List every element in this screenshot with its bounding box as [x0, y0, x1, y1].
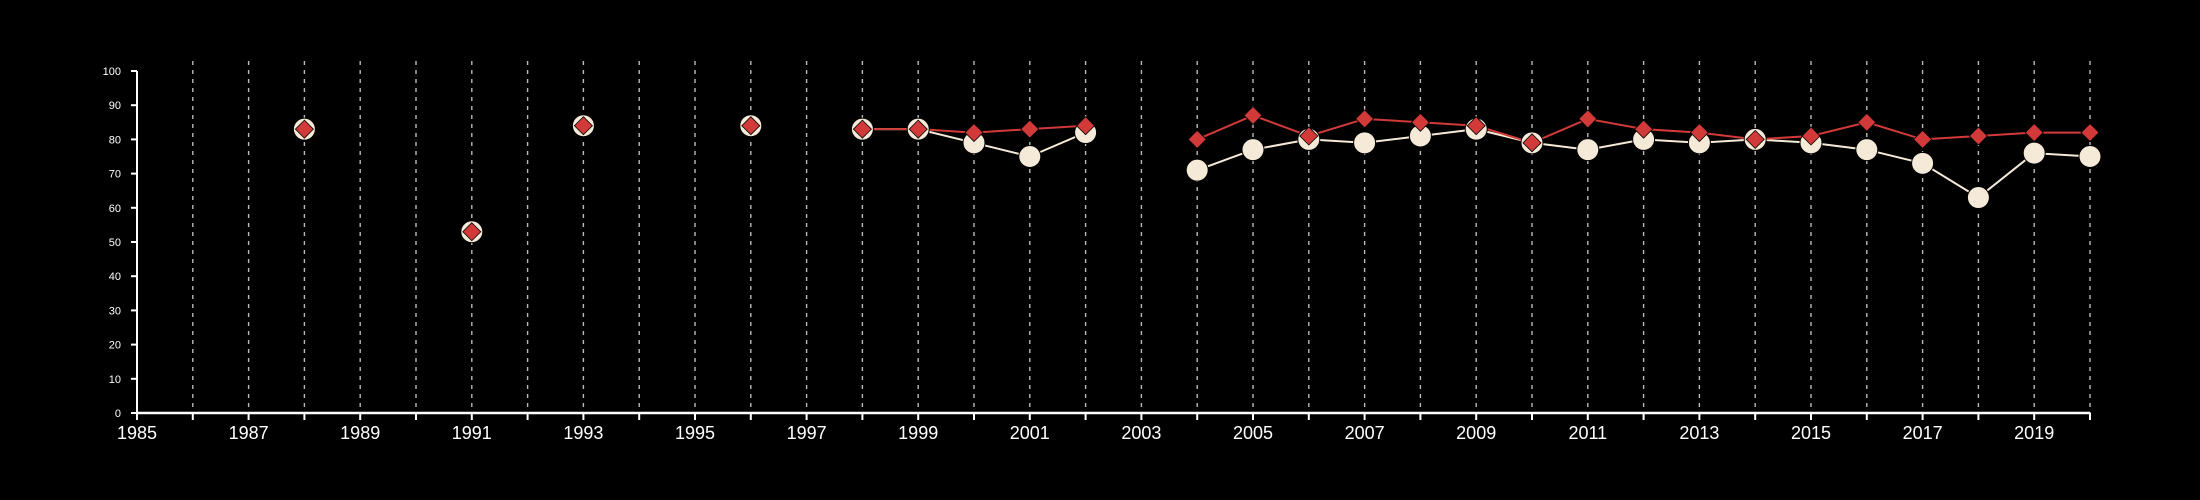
series-b-point: [1243, 105, 1263, 126]
series-a-point: [1241, 138, 1265, 162]
y-tick-label: 30: [109, 305, 121, 317]
series-b-point: [964, 122, 984, 143]
series-b-point: [1745, 129, 1765, 149]
series-b-point: [908, 119, 928, 139]
x-tick-label: 2011: [1568, 423, 1607, 443]
series-b-point: [1020, 119, 1040, 139]
y-tick-label: 70: [109, 169, 121, 181]
series-a-point: [1018, 145, 1042, 168]
series-b-point: [1466, 116, 1486, 136]
series-b-point: [1913, 129, 1933, 149]
y-tick-label: 20: [109, 340, 121, 352]
y-tick-label: 100: [103, 66, 121, 78]
x-tick-label: 2005: [1233, 423, 1273, 443]
series-a-point: [1576, 138, 1600, 162]
x-tick-label: 2017: [1903, 423, 1943, 443]
series-b-point: [1522, 133, 1542, 153]
x-tick-label: 2009: [1456, 423, 1496, 443]
series-a-point: [1855, 138, 1879, 162]
series-a-point: [1966, 186, 1990, 210]
series-b-point: [1634, 119, 1654, 139]
series-b-point: [852, 119, 872, 139]
series-a-point: [2022, 141, 2046, 165]
series-b-point: [462, 222, 482, 242]
x-tick-label: 2013: [1679, 423, 1719, 443]
series-b-point: [1355, 109, 1375, 129]
x-tick-label: 2019: [2014, 423, 2054, 443]
series-b-point: [1187, 129, 1207, 149]
series-a-point: [2078, 145, 2102, 168]
y-tick-label: 40: [109, 271, 121, 283]
x-tick-label: 2007: [1345, 423, 1385, 443]
x-tick-label: 1985: [117, 423, 157, 443]
x-tick-label: 2003: [1121, 423, 1161, 443]
series-b-point: [2024, 122, 2044, 143]
series-b-point: [741, 116, 761, 136]
series-a-point: [1911, 151, 1935, 175]
x-tick-label: 2015: [1791, 423, 1831, 443]
series-markers: [292, 105, 2102, 244]
x-tick-label: 1993: [563, 423, 603, 443]
series-a-point: [1353, 131, 1377, 155]
series-b-point: [1578, 109, 1598, 129]
series-b-point: [1857, 112, 1877, 132]
series-a-point: [1185, 158, 1209, 182]
series-b-point: [294, 119, 314, 139]
y-tick-label: 80: [109, 134, 121, 146]
series-b-point: [1299, 126, 1319, 146]
y-tick-label: 90: [109, 100, 121, 112]
series-b-point: [1689, 122, 1709, 143]
series-b-point: [1968, 126, 1988, 146]
y-tick-label: 60: [109, 203, 121, 215]
y-tick-label: 10: [109, 374, 121, 386]
x-tick-label: 1991: [452, 423, 492, 443]
x-tick-label: 1987: [229, 423, 269, 443]
x-tick-label: 1989: [340, 423, 380, 443]
series-b-point: [573, 116, 593, 136]
series-b-point: [1801, 126, 1821, 146]
x-tick-label: 2001: [1010, 423, 1050, 443]
y-tick-label: 0: [115, 408, 121, 420]
x-tick-label: 1999: [898, 423, 938, 443]
x-tick-label: 1997: [787, 423, 827, 443]
series-b-point: [1076, 116, 1096, 136]
series-b-point: [2080, 122, 2100, 143]
y-tick-label: 50: [109, 237, 121, 249]
series-b-point: [1410, 112, 1430, 132]
x-tick-label: 1995: [675, 423, 715, 443]
axes: 0 10 20 30 40 50 60 70 80 90 100 1985 1987 1989 1991 19…: [103, 66, 2091, 443]
